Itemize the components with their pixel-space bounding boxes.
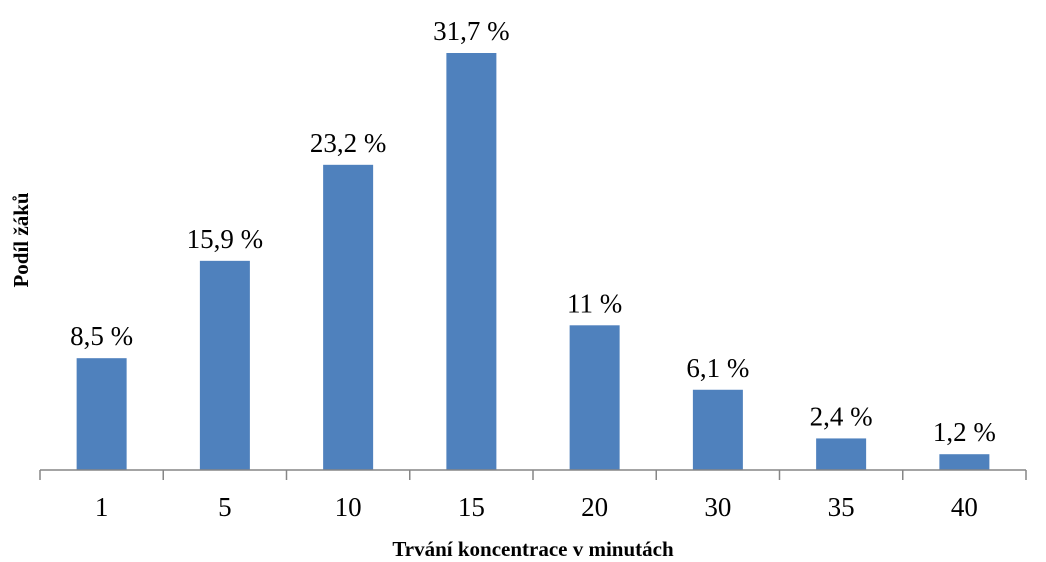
bar-40 xyxy=(939,454,990,470)
data-label-20: 11 % xyxy=(567,288,622,318)
x-tick-label-35: 35 xyxy=(828,492,855,522)
x-tick-label-30: 30 xyxy=(704,492,731,522)
bar-35 xyxy=(816,438,867,470)
data-labels-layer: 8,5 % 15,9 % 23,2 % 31,7 % 11 % 6,1 % 2,4 % 1,2… xyxy=(70,16,996,447)
x-tick-label-1: 1 xyxy=(95,492,109,522)
x-tick-label-40: 40 xyxy=(951,492,978,522)
data-label-10: 23,2 % xyxy=(310,128,387,158)
x-tick-label-5: 5 xyxy=(218,492,232,522)
x-tick-label-15: 15 xyxy=(458,492,485,522)
bar-15 xyxy=(446,53,497,470)
data-label-1: 8,5 % xyxy=(70,321,133,351)
y-axis-title: Podíl žáků xyxy=(9,192,33,287)
data-label-30: 6,1 % xyxy=(686,353,749,383)
x-tick-label-10: 10 xyxy=(335,492,362,522)
x-axis-title: Trvání koncentrace v minutách xyxy=(392,537,674,561)
bar-20 xyxy=(569,325,620,470)
bar-10 xyxy=(323,164,374,470)
bars-layer xyxy=(76,53,990,470)
x-axis-tick-labels: 1 5 10 15 20 30 35 40 xyxy=(95,492,978,522)
data-label-35: 2,4 % xyxy=(810,401,873,431)
bar-30 xyxy=(692,389,743,470)
x-tick-label-20: 20 xyxy=(581,492,608,522)
bar-5 xyxy=(199,260,250,470)
x-axis-ticks xyxy=(39,470,1027,480)
data-label-15: 31,7 % xyxy=(433,16,510,46)
bar-1 xyxy=(76,358,127,470)
data-label-5: 15,9 % xyxy=(187,224,264,254)
data-label-40: 1,2 % xyxy=(933,417,996,447)
